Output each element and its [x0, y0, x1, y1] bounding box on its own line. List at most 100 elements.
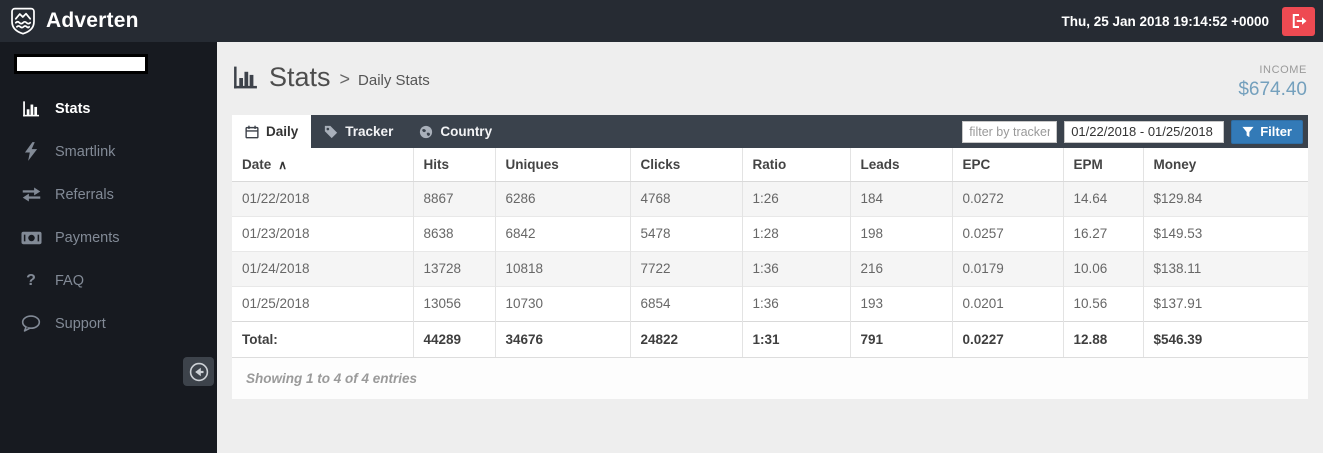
table-cell: 01/23/2018 — [232, 216, 413, 251]
bar-chart-icon — [18, 99, 44, 118]
table-cell: 4768 — [630, 181, 742, 216]
table-cell: $129.84 — [1143, 181, 1308, 216]
arrow-left-circle-icon — [189, 362, 209, 382]
bar-chart-icon — [232, 64, 259, 91]
table-cell: 10730 — [495, 286, 630, 321]
column-header-epm[interactable]: EPM — [1063, 148, 1143, 181]
table-cell: 10.56 — [1063, 286, 1143, 321]
table-cell: 8638 — [413, 216, 495, 251]
tab-daily[interactable]: Daily — [232, 115, 311, 148]
brand-shield-logo-icon — [10, 7, 36, 35]
table-total-row: Total:4428934676248221:317910.022712.88$… — [232, 321, 1308, 357]
sidebar-item-stats[interactable]: Stats — [0, 87, 217, 130]
table-cell: 6842 — [495, 216, 630, 251]
table-row: 01/24/2018137281081877221:362160.017910.… — [232, 251, 1308, 286]
table-cell: 1:26 — [742, 181, 850, 216]
table-cell: 1:36 — [742, 286, 850, 321]
tab-tracker[interactable]: Tracker — [311, 115, 406, 148]
table-header-row: Date∧HitsUniquesClicksRatioLeadsEPCEPMMo… — [232, 148, 1308, 181]
table-row: 01/22/20188867628647681:261840.027214.64… — [232, 181, 1308, 216]
logout-button[interactable] — [1282, 7, 1315, 36]
table-cell: 01/24/2018 — [232, 251, 413, 286]
table-cell: 13056 — [413, 286, 495, 321]
column-header-ratio[interactable]: Ratio — [742, 148, 850, 181]
column-header-hits[interactable]: Hits — [413, 148, 495, 181]
calendar-icon — [245, 125, 259, 139]
tracker-filter-input[interactable] — [962, 121, 1057, 143]
table-cell: 216 — [850, 251, 952, 286]
date-range-input[interactable] — [1064, 121, 1224, 143]
total-cell: 24822 — [630, 321, 742, 357]
table-row: 01/25/2018130561073068541:361930.020110.… — [232, 286, 1308, 321]
table-cell: 0.0272 — [952, 181, 1063, 216]
table-cell: 1:36 — [742, 251, 850, 286]
sidebar-item-label: Smartlink — [55, 144, 115, 160]
page-header: Stats > Daily Stats INCOME $674.40 — [217, 42, 1323, 101]
table-cell: $149.53 — [1143, 216, 1308, 251]
filter-button[interactable]: Filter — [1231, 120, 1303, 144]
tab-country[interactable]: Country — [406, 115, 505, 148]
total-cell: 0.0227 — [952, 321, 1063, 357]
funnel-icon — [1242, 126, 1254, 138]
page-title: Stats — [269, 62, 331, 93]
breadcrumb: Stats > Daily Stats — [232, 62, 430, 93]
table-cell: 193 — [850, 286, 952, 321]
sidebar-collapse-button[interactable] — [183, 357, 214, 386]
column-header-epc[interactable]: EPC — [952, 148, 1063, 181]
table-cell: 0.0201 — [952, 286, 1063, 321]
table-cell: $138.11 — [1143, 251, 1308, 286]
brand-name: Adverten — [46, 9, 139, 33]
filter-controls: Filter — [962, 115, 1308, 148]
sidebar-nav: Stats Smartlink Referrals — [0, 87, 217, 345]
sidebar-item-support[interactable]: Support — [0, 302, 217, 345]
sidebar-item-faq[interactable]: ? FAQ — [0, 259, 217, 302]
column-header-clicks[interactable]: Clicks — [630, 148, 742, 181]
income-label: INCOME — [1238, 64, 1307, 76]
table-cell: $137.91 — [1143, 286, 1308, 321]
sign-out-icon — [1290, 12, 1308, 30]
sidebar-item-payments[interactable]: Payments — [0, 216, 217, 259]
tab-label: Tracker — [345, 124, 393, 139]
banknote-icon — [18, 231, 44, 245]
tag-icon — [324, 125, 338, 139]
table-cell: 5478 — [630, 216, 742, 251]
column-header-leads[interactable]: Leads — [850, 148, 952, 181]
total-cell: 44289 — [413, 321, 495, 357]
breadcrumb-separator: > — [340, 69, 351, 90]
sidebar-item-label: Support — [55, 316, 106, 332]
table-cell: 8867 — [413, 181, 495, 216]
column-header-date[interactable]: Date∧ — [232, 148, 413, 181]
table-cell: 198 — [850, 216, 952, 251]
sidebar-item-smartlink[interactable]: Smartlink — [0, 130, 217, 173]
table-cell: 6854 — [630, 286, 742, 321]
question-mark-icon: ? — [18, 272, 44, 290]
server-datetime: Thu, 25 Jan 2018 19:14:52 +0000 — [1061, 14, 1269, 29]
table-cell: 7722 — [630, 251, 742, 286]
table-cell: 13728 — [413, 251, 495, 286]
tab-label: Daily — [266, 124, 298, 139]
main-content: Stats > Daily Stats INCOME $674.40 Daily — [217, 42, 1323, 453]
stats-table-panel: Date∧HitsUniquesClicksRatioLeadsEPCEPMMo… — [232, 148, 1308, 399]
sidebar-item-referrals[interactable]: Referrals — [0, 173, 217, 216]
total-cell: 34676 — [495, 321, 630, 357]
globe-icon — [419, 125, 433, 139]
total-cell: $546.39 — [1143, 321, 1308, 357]
sidebar-item-label: Referrals — [55, 187, 114, 203]
sidebar-item-label: FAQ — [55, 273, 84, 289]
table-cell: 14.64 — [1063, 181, 1143, 216]
brand: Adverten — [0, 7, 139, 35]
table-cell: 0.0179 — [952, 251, 1063, 286]
table-entries-info: Showing 1 to 4 of 4 entries — [232, 357, 1308, 399]
lightning-icon — [18, 142, 44, 161]
username-redacted-box — [14, 54, 148, 74]
table-cell: 01/22/2018 — [232, 181, 413, 216]
total-cell: 1:31 — [742, 321, 850, 357]
income-value: $674.40 — [1238, 79, 1307, 101]
column-header-money[interactable]: Money — [1143, 148, 1308, 181]
sidebar-item-label: Stats — [55, 101, 90, 117]
tab-bar: Daily Tracker Country — [232, 115, 1308, 148]
column-header-uniques[interactable]: Uniques — [495, 148, 630, 181]
table-cell: 184 — [850, 181, 952, 216]
tab-label: Country — [440, 124, 492, 139]
sidebar: Stats Smartlink Referrals — [0, 42, 217, 453]
